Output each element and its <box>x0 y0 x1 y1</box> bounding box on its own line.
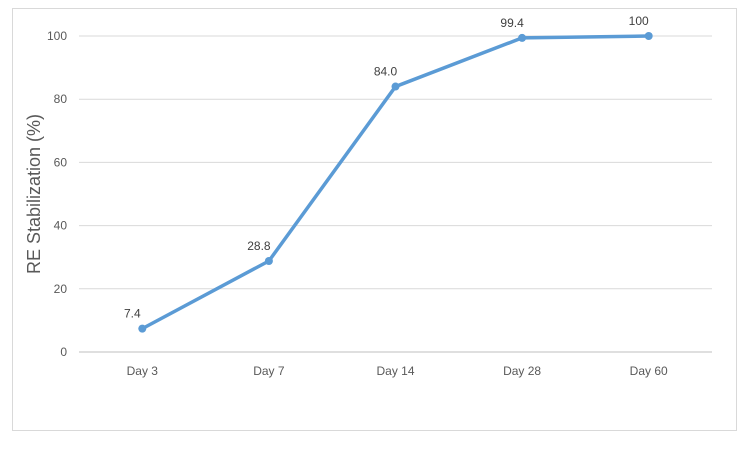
series-line <box>140 34 651 331</box>
data-labels: 7.4 28.8 84.0 99.4 100 <box>124 14 649 321</box>
data-point <box>644 32 653 40</box>
data-label: 84.0 <box>374 65 398 79</box>
data-point <box>264 256 273 265</box>
data-label: 100 <box>629 14 649 28</box>
data-label: 28.8 <box>247 239 271 253</box>
y-tick-label: 80 <box>54 92 68 106</box>
data-points <box>138 32 653 333</box>
x-tick-label: Day 14 <box>376 364 414 378</box>
y-tick-label: 60 <box>54 155 68 169</box>
x-axis-tick-labels: Day 3 Day 7 Day 14 Day 28 Day 60 <box>127 364 668 378</box>
x-tick-label: Day 3 <box>127 364 159 378</box>
y-axis-tick-labels: 0 20 40 60 80 100 <box>47 29 67 359</box>
chart-frame <box>12 8 737 431</box>
x-tick-label: Day 7 <box>253 364 285 378</box>
y-tick-label: 20 <box>54 282 68 296</box>
y-tick-label: 40 <box>54 219 68 233</box>
y-tick-label: 100 <box>47 29 67 43</box>
x-tick-label: Day 60 <box>630 364 668 378</box>
y-tick-label: 0 <box>60 345 67 359</box>
data-label: 99.4 <box>500 16 524 30</box>
y-axis-title: RE Stabilization (%) <box>24 114 44 274</box>
data-label: 7.4 <box>124 307 141 321</box>
series-layer <box>140 34 651 331</box>
data-point <box>138 324 147 333</box>
data-point <box>518 33 527 42</box>
x-tick-label: Day 28 <box>503 364 541 378</box>
data-point <box>391 82 400 91</box>
